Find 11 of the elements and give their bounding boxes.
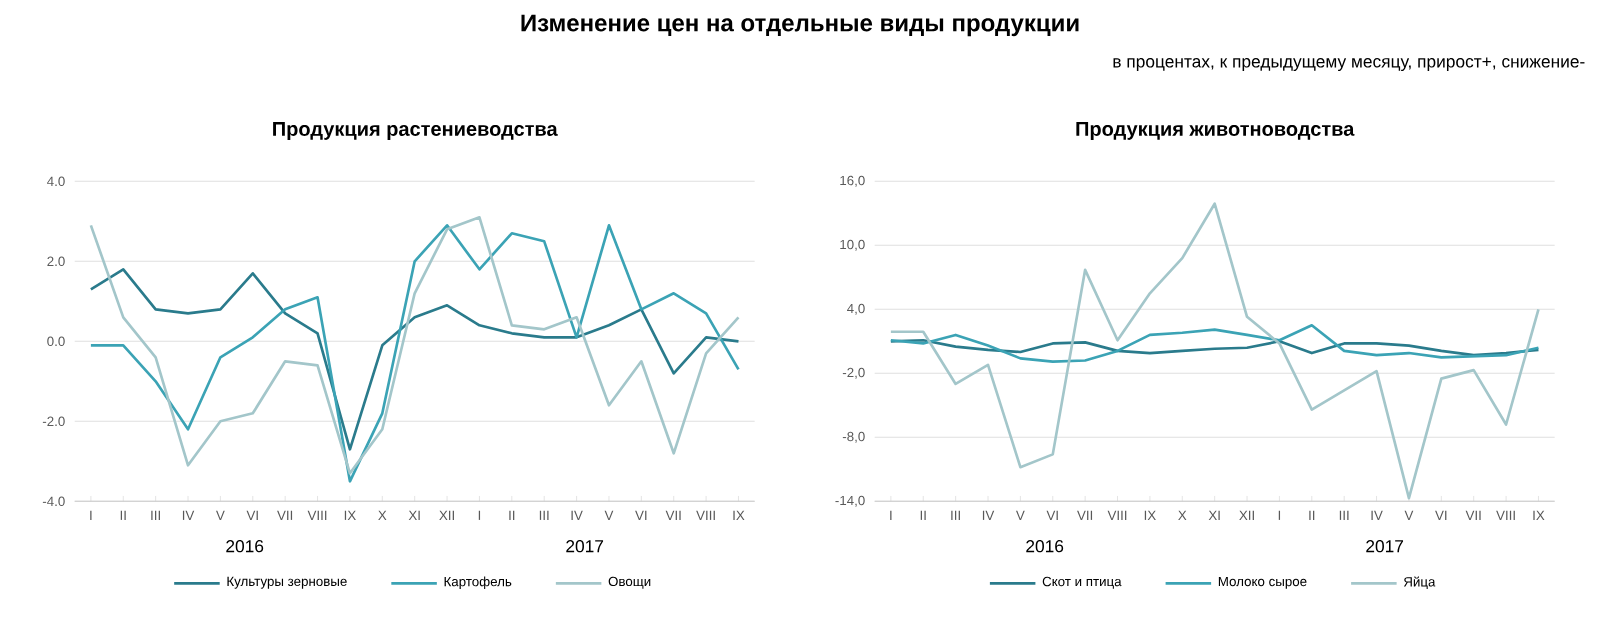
line-series [889, 338, 1540, 357]
line-series [889, 202, 1540, 500]
line-series [89, 267, 740, 451]
text: 2017 [566, 540, 604, 553]
text: 2016 [1026, 540, 1064, 553]
chart-title: Продукция животноводства [1076, 121, 1355, 140]
text: Изменение цен на отдельные виды продукции [521, 14, 1079, 37]
text: 2016 [226, 540, 264, 553]
chart-title: Продукция растениеводства [273, 122, 558, 140]
text: в процентах, к предыдущему месяцу, прирост+, снижение- [1113, 57, 1585, 71]
text: 2017 [1366, 540, 1404, 553]
